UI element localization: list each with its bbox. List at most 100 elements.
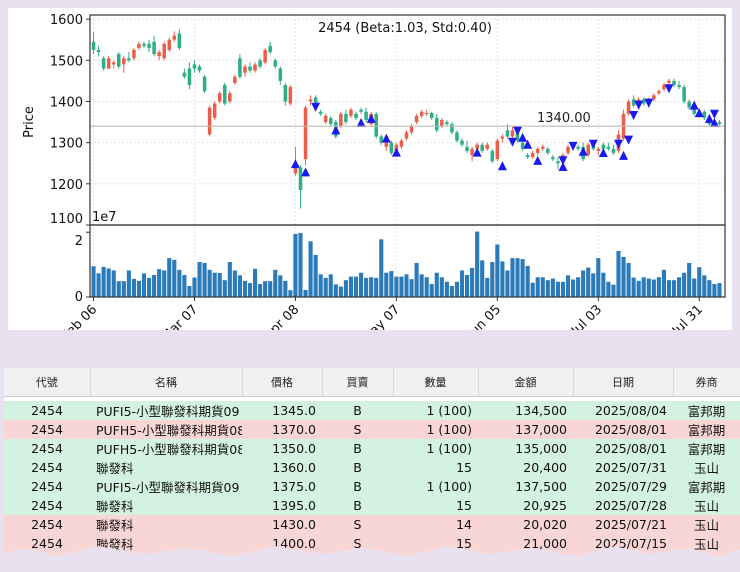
candle-body [293, 163, 298, 174]
table-row[interactable]: 2454 PUFH5-小型聯發科期貨08 1370.0 S 1 (100) 137,000… [4, 420, 740, 439]
column-header[interactable]: 名稱 [90, 368, 243, 397]
volume-bar [424, 277, 429, 297]
table-cell: S [322, 534, 393, 553]
candle-body [409, 126, 414, 133]
volume-bar [414, 263, 419, 297]
candle-body [91, 41, 96, 50]
candle-body [263, 50, 267, 63]
candle-body [354, 113, 358, 118]
candle-body [329, 117, 333, 125]
volume-bar [586, 267, 591, 297]
table-row[interactable]: 2454 聯發科 1360.0 B 15 20,400 2025/07/31 玉山 [4, 458, 740, 477]
candle-body [424, 113, 429, 114]
table-cell: B [322, 496, 393, 515]
table-row[interactable]: 2454 PUFH5-小型聯發科期貨08 1395.0 S 1 (100) 139,500… [4, 553, 740, 557]
candle-body [258, 60, 262, 67]
table-cell: 1360.0 [242, 458, 322, 477]
volume-bar [197, 262, 202, 297]
table-cell: 1 (100) [393, 420, 478, 439]
table-cell: 2025/08/01 [573, 420, 673, 439]
table-cell: 玉山 [673, 534, 740, 553]
table-row[interactable]: 2454 聯發科 1430.0 S 14 20,020 2025/07/21 玉山 [4, 515, 740, 534]
volume-bar [192, 277, 197, 297]
chart-title: 2454 (Beta:1.03, Std:0.40) [318, 21, 492, 36]
volume-bar [91, 266, 96, 297]
table-cell: 2025/07/29 [573, 477, 673, 496]
candle-body [717, 122, 722, 125]
candle-body [505, 130, 510, 137]
volume-bar [429, 284, 434, 297]
volume-bar [646, 278, 651, 297]
table-row[interactable]: 2454 PUFI5-小型聯發科期貨09 1345.0 B 1 (100) 134,500… [4, 401, 740, 420]
volume-bar [278, 275, 283, 297]
table-cell: B [322, 458, 393, 477]
candle-body [652, 95, 656, 100]
candle-body [384, 142, 389, 147]
buy-marker-triangle-up-icon [523, 139, 533, 149]
candle-body [243, 66, 247, 73]
candle-body [641, 99, 646, 104]
volume-bar [480, 260, 485, 297]
candle-body [480, 144, 484, 151]
table-row[interactable]: 2454 PUFH5-小型聯發科期貨08 1350.0 B 1 (100) 135,000… [4, 439, 740, 458]
volume-bar [591, 273, 596, 297]
candle-body [278, 68, 283, 81]
volume-bar [470, 267, 475, 297]
buy-marker-triangle-up-icon [290, 159, 300, 169]
buy-marker-triangle-up-icon [558, 162, 568, 172]
table-cell: 1430.0 [242, 515, 322, 534]
candle-body [566, 146, 570, 153]
column-header[interactable]: 日期 [573, 368, 674, 397]
table-cell: S [322, 553, 393, 557]
volume-bar [222, 280, 227, 297]
volume-bar [116, 281, 121, 297]
buy-marker-triangle-up-icon [533, 155, 543, 165]
sell-marker-triangle-down-icon [634, 100, 644, 110]
volume-bar [651, 279, 656, 297]
table-cell: 2025/07/11 [573, 553, 673, 557]
volume-bar [676, 277, 682, 297]
volume-bar [475, 231, 480, 297]
volume-bar [687, 263, 692, 297]
candle-body [313, 97, 318, 108]
table-cell: 2025/07/31 [573, 458, 673, 477]
volume-bar [131, 278, 136, 297]
column-header[interactable]: 券商 [673, 368, 740, 397]
volume-bar [641, 277, 646, 297]
volume-bar [187, 285, 192, 297]
table-row[interactable]: 2454 PUFI5-小型聯發科期貨09 1375.0 B 1 (100) 137,500… [4, 477, 740, 496]
column-header[interactable]: 金額 [478, 368, 574, 397]
candle-body [657, 91, 661, 94]
volume-bar [343, 280, 348, 297]
table-cell: 聯發科 [90, 458, 242, 477]
candle-body [662, 85, 666, 90]
candle-body [682, 87, 686, 102]
candle-body [490, 150, 495, 162]
reference-label: 1340.00 [537, 111, 591, 126]
table-cell: B [322, 401, 393, 420]
table-row[interactable]: 2454 聯發科 1400.0 S 15 21,000 2025/07/15 玉山 [4, 534, 740, 553]
column-header[interactable]: 數量 [393, 368, 479, 397]
volume-bar [353, 276, 359, 297]
column-header[interactable]: 價格 [242, 368, 323, 397]
column-header[interactable]: 買賣 [322, 368, 394, 397]
candle-body [445, 122, 449, 125]
column-header[interactable]: 代號 [4, 368, 91, 397]
buy-marker-triangle-up-icon [578, 146, 588, 156]
volume-bar [207, 269, 212, 297]
table-cell: 富邦期 [673, 401, 740, 420]
volume-bar [601, 272, 606, 297]
volume-bar [444, 281, 449, 297]
candle-body [495, 140, 500, 160]
candle-body [111, 62, 116, 65]
candle-body [253, 64, 257, 71]
table-cell: B [322, 477, 393, 496]
volume-bar [570, 279, 576, 297]
table-row[interactable]: 2454 聯發科 1395.0 B 15 20,925 2025/07/28 玉山 [4, 496, 740, 515]
table-cell: 2025/07/21 [573, 515, 673, 534]
candle-body [455, 132, 459, 141]
table-cell: 1350.0 [242, 439, 322, 458]
candle-body [167, 39, 172, 50]
candle-body [546, 148, 550, 153]
volume-bar [303, 289, 308, 297]
